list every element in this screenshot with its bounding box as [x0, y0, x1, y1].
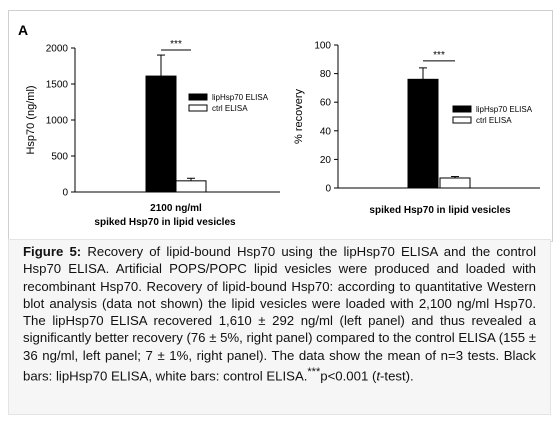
chart-1: 0 500 1000 1500 2000 Hsp70 (ng/ml) *** lipHsp70… [25, 39, 280, 228]
y-tick-label: 1000 [46, 116, 69, 127]
chart-2: 0 20 40 60 80 100 % recovery *** lipHsp70 ELISA c… [293, 41, 540, 216]
y-tick-label: 40 [320, 126, 332, 137]
y-tick-label: 80 [320, 69, 332, 80]
y-tick-label: 0 [325, 184, 331, 195]
legend-label: ctrl ELISA [476, 116, 512, 125]
figure-caption: Figure 5: Recovery of lipid-bound Hsp70 … [23, 243, 536, 385]
significance-label: *** [433, 50, 445, 61]
bar-ctrl [175, 180, 207, 193]
y-tick-label: 100 [314, 41, 331, 52]
bar-liphsp70 [407, 78, 439, 189]
y-axis-label: Hsp70 (ng/ml) [25, 85, 37, 154]
legend-swatch [452, 116, 472, 124]
caption-label: Figure 5: [23, 244, 82, 259]
caption-pvalue: p<0.001 ( [320, 368, 377, 384]
bar-liphsp70 [145, 75, 177, 193]
caption-end: -test). [380, 368, 414, 384]
x-axis-label: spiked Hsp70 in lipid vesicles [94, 217, 236, 228]
bar-ctrl [439, 177, 471, 189]
y-axis-label: % recovery [293, 88, 305, 144]
x-category-label: 2100 ng/ml [150, 203, 202, 214]
y-tick-label: 0 [62, 188, 68, 199]
figure-panel [8, 10, 553, 242]
significance-label: *** [170, 39, 182, 50]
legend-swatch [188, 104, 208, 112]
legend-label: lipHsp70 ELISA [476, 105, 533, 114]
legend-label: ctrl ELISA [212, 104, 248, 113]
caption-text: Recovery of lipid-bound Hsp70 using the … [23, 244, 537, 384]
y-tick-label: 2000 [46, 44, 69, 55]
legend-label: lipHsp70 ELISA [212, 93, 269, 102]
caption-box: Figure 5: Recovery of lipid-bound Hsp70 … [8, 239, 551, 415]
x-axis-label: spiked Hsp70 in lipid vesicles [369, 205, 511, 216]
caption-t-italic: t [376, 368, 381, 384]
y-tick-label: 20 [320, 155, 332, 166]
legend-swatch [452, 105, 472, 113]
y-tick-label: 500 [51, 152, 68, 163]
y-tick-label: 1500 [46, 80, 69, 91]
legend-swatch [188, 93, 208, 101]
caption-significance: *** [307, 366, 321, 379]
y-tick-label: 60 [320, 98, 332, 109]
panel-letter: A [18, 22, 29, 38]
